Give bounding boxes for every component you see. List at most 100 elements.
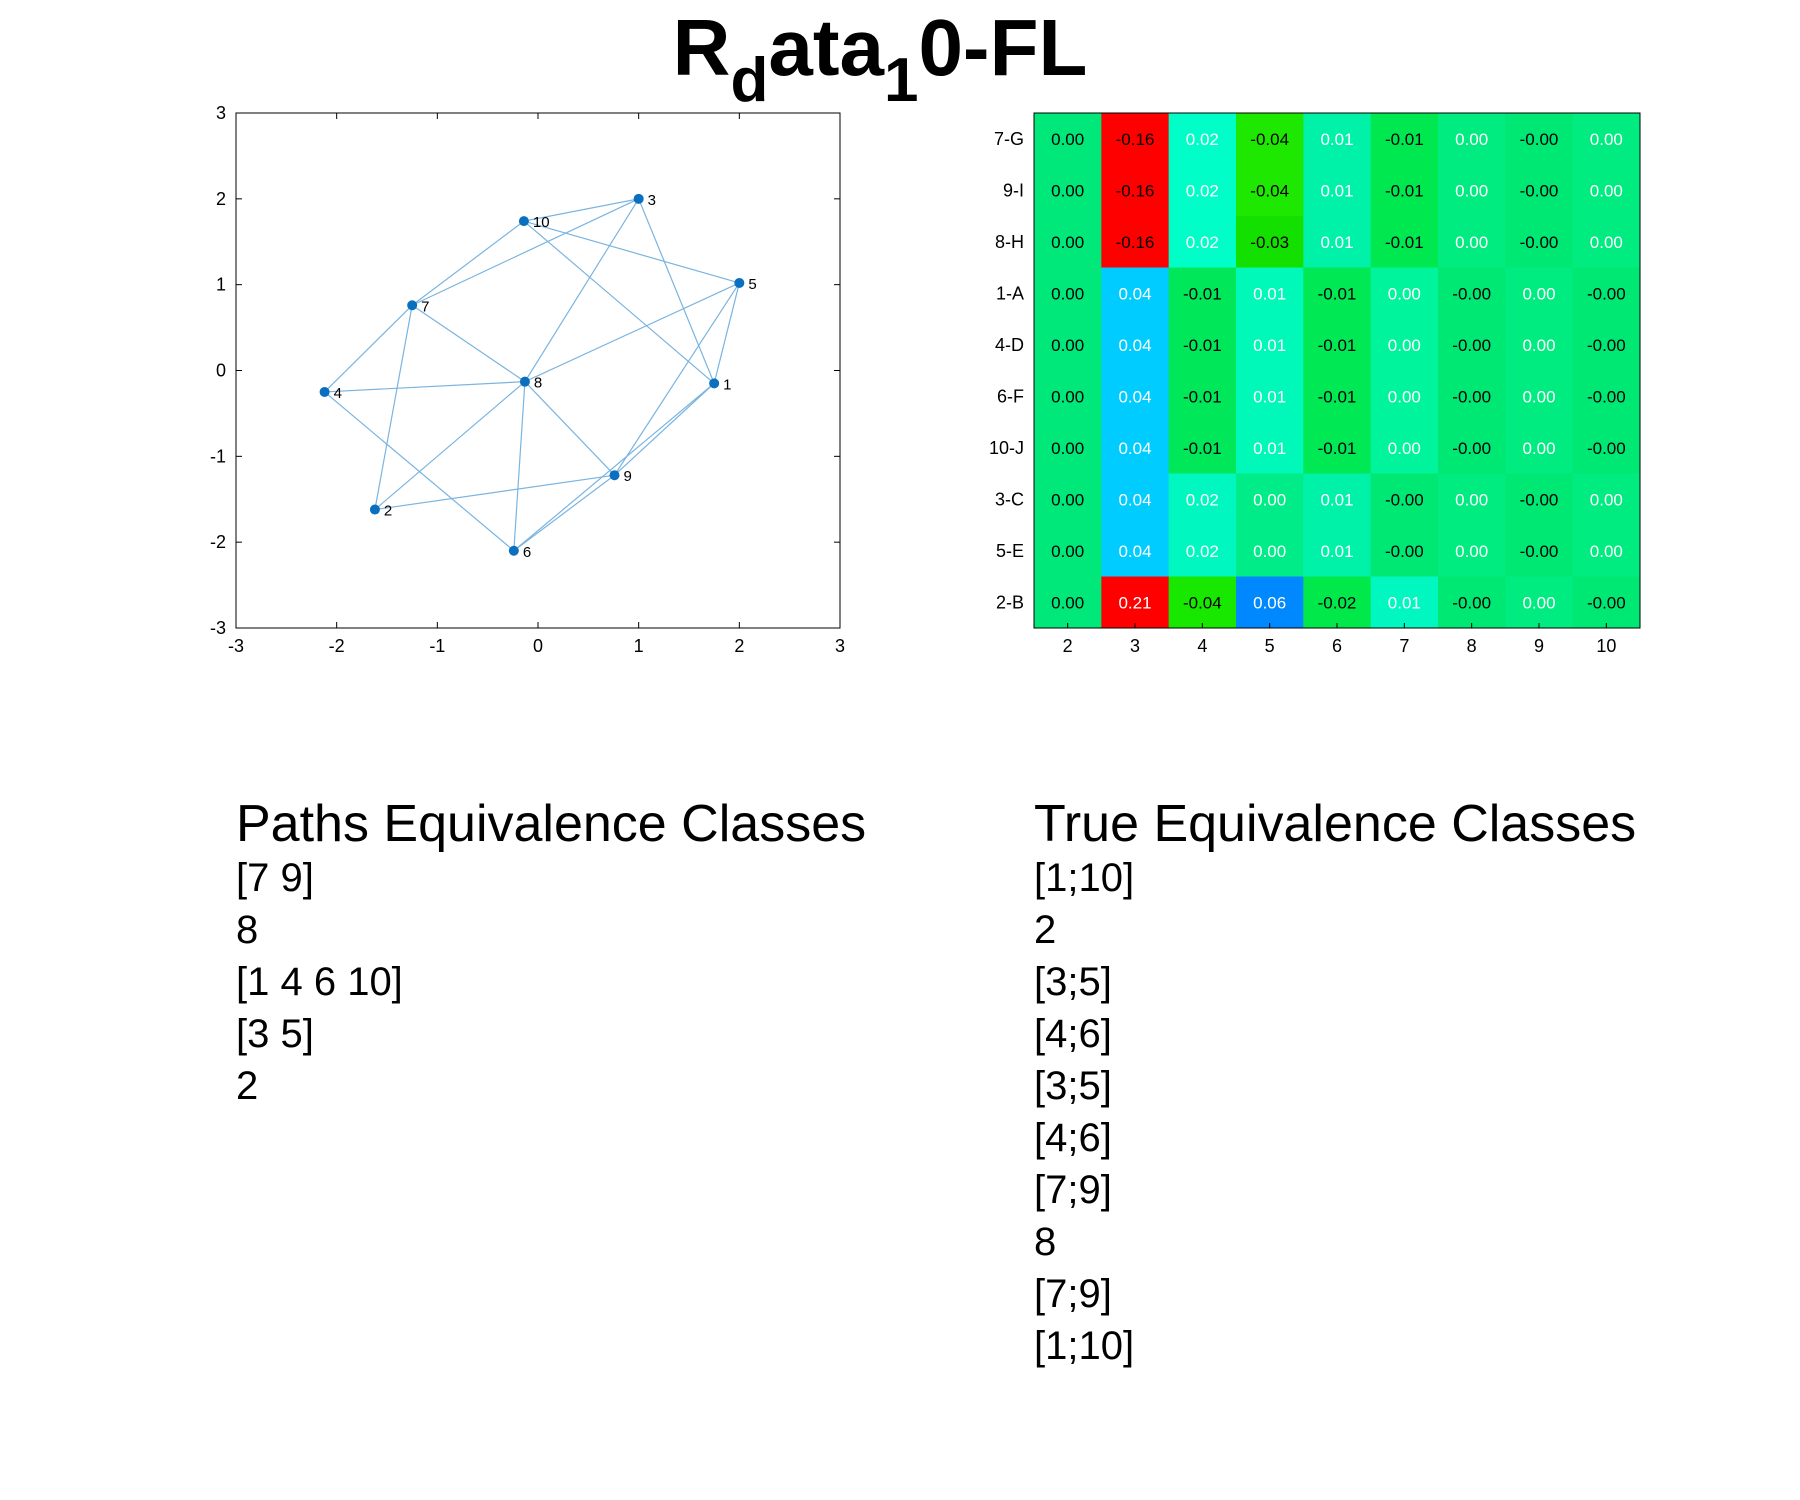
heatmap-cell-label: 0.00 bbox=[1051, 336, 1084, 355]
paths-class-item: 2 bbox=[236, 1064, 259, 1108]
x-tick-label: 0 bbox=[533, 636, 543, 656]
heatmap-cell bbox=[1572, 164, 1641, 217]
paths-items: [7 9] 8 [1 4 6 10] [3 5] 2 bbox=[236, 852, 866, 1112]
heatmap-cell bbox=[1505, 525, 1574, 577]
heatmap-cell-label: -0.16 bbox=[1116, 130, 1155, 149]
true-class-item: [7;9] bbox=[1034, 1272, 1112, 1316]
true-class-item: 2 bbox=[1034, 908, 1057, 952]
heatmap-cell bbox=[1168, 164, 1237, 217]
col-label: 3 bbox=[1130, 636, 1140, 656]
heatmap-cell-label: 0.01 bbox=[1253, 387, 1286, 406]
heatmap-cell-label: -0.01 bbox=[1183, 336, 1222, 355]
heatmap-cell bbox=[1438, 164, 1506, 217]
heatmap-cell bbox=[1101, 319, 1170, 371]
true-class-item: [1;10] bbox=[1034, 856, 1135, 900]
heatmap-cell-label: 0.01 bbox=[1253, 284, 1286, 303]
heatmap-cell bbox=[1572, 370, 1641, 423]
heatmap-cell bbox=[1505, 576, 1574, 629]
heatmap-cell bbox=[1034, 164, 1102, 217]
heatmap-cell bbox=[1370, 113, 1439, 165]
y-tick-label: 0 bbox=[216, 361, 226, 381]
heatmap-cell-label: -0.01 bbox=[1385, 233, 1424, 252]
heatmap-cell bbox=[1370, 216, 1439, 268]
heatmap-cell-label: 0.00 bbox=[1590, 181, 1623, 200]
col-label: 8 bbox=[1467, 636, 1477, 656]
heatmap-cell bbox=[1101, 370, 1170, 423]
heatmap-cell bbox=[1303, 473, 1372, 526]
y-tick-label: -2 bbox=[210, 532, 226, 552]
heatmap-cell-label: -0.00 bbox=[1452, 387, 1491, 406]
row-label: 9-I bbox=[1003, 180, 1024, 200]
heatmap-cell-label: 0.00 bbox=[1051, 490, 1084, 509]
heatmap-cell-label: 0.00 bbox=[1051, 542, 1084, 561]
heatmap-cell bbox=[1236, 473, 1304, 526]
heatmap-cell-label: 0.00 bbox=[1051, 130, 1084, 149]
true-class-item: [7;9] bbox=[1034, 1168, 1112, 1212]
heatmap-cell-label: -0.01 bbox=[1385, 181, 1424, 200]
heatmap-cell-label: 0.01 bbox=[1253, 336, 1286, 355]
heatmap-cell bbox=[1168, 113, 1237, 165]
graph-edge bbox=[411, 220, 525, 306]
true-heading: True Equivalence Classes bbox=[1034, 795, 1637, 853]
heatmap-cell-label: -0.00 bbox=[1587, 336, 1626, 355]
x-tick-label: 3 bbox=[835, 636, 845, 656]
heatmap-cell-label: -0.00 bbox=[1520, 130, 1559, 149]
heatmap-cell-label: 0.01 bbox=[1388, 593, 1421, 612]
title-sub-1: d bbox=[730, 46, 769, 115]
paths-class-item: [3 5] bbox=[236, 1012, 314, 1056]
title-sub-2: 1 bbox=[883, 46, 919, 115]
heatmap-cell-label: 0.04 bbox=[1118, 490, 1151, 509]
heatmap-cell bbox=[1370, 473, 1439, 526]
heatmap-cell bbox=[1236, 576, 1304, 629]
heatmap-cell bbox=[1303, 422, 1372, 474]
y-tick-label: -3 bbox=[210, 618, 226, 638]
heatmap-cell-label: 0.00 bbox=[1388, 439, 1421, 458]
col-label: 4 bbox=[1197, 636, 1207, 656]
heatmap-cell-label: -0.00 bbox=[1520, 233, 1559, 252]
col-label: 7 bbox=[1399, 636, 1409, 656]
heatmap-cell-label: 0.04 bbox=[1118, 336, 1151, 355]
heatmap-cell-label: -0.00 bbox=[1520, 490, 1559, 509]
graph-edge bbox=[524, 198, 640, 382]
heatmap-cell bbox=[1572, 319, 1641, 371]
heatmap-cell-label: 0.00 bbox=[1388, 387, 1421, 406]
node-label: 3 bbox=[648, 192, 656, 209]
heatmap-cell-label: 0.00 bbox=[1522, 284, 1555, 303]
heatmap-cell-label: -0.00 bbox=[1587, 284, 1626, 303]
graph-edge bbox=[374, 381, 526, 511]
x-tick-label: -3 bbox=[228, 636, 244, 656]
heatmap-cell-label: 0.00 bbox=[1590, 130, 1623, 149]
heatmap-cell bbox=[1101, 113, 1170, 165]
heatmap-cell-label: -0.00 bbox=[1520, 181, 1559, 200]
graph-node bbox=[734, 277, 745, 288]
heatmap-cell bbox=[1236, 113, 1304, 165]
heatmap-cell bbox=[1101, 216, 1170, 268]
node-label: 9 bbox=[624, 468, 632, 485]
true-class-item: [1;10] bbox=[1034, 1324, 1135, 1368]
heatmap-cell-label: -0.00 bbox=[1587, 439, 1626, 458]
heatmap-cell bbox=[1101, 267, 1170, 320]
heatmap-cell bbox=[1236, 370, 1304, 423]
heatmap-cell-label: 0.01 bbox=[1320, 130, 1353, 149]
figure-title: Rdata10-FL bbox=[0, 8, 1760, 112]
heatmap-cell bbox=[1101, 422, 1170, 474]
node-label: 8 bbox=[534, 375, 542, 392]
paths-class-item: [7 9] bbox=[236, 856, 314, 900]
paths-heading: Paths Equivalence Classes bbox=[236, 795, 867, 853]
heatmap-cell bbox=[1572, 267, 1641, 320]
row-label: 8-H bbox=[995, 232, 1024, 252]
heatmap-cell-label: -0.04 bbox=[1183, 593, 1222, 612]
heatmap-cell bbox=[1303, 576, 1372, 629]
heatmap-cell bbox=[1370, 576, 1439, 629]
heatmap-cell-label: 0.04 bbox=[1118, 387, 1151, 406]
x-tick-label: -2 bbox=[329, 636, 345, 656]
row-label: 7-G bbox=[994, 129, 1024, 149]
node-label: 2 bbox=[384, 503, 392, 520]
node-label: 5 bbox=[748, 276, 756, 293]
graph-node bbox=[519, 376, 530, 387]
heatmap-cell-label: 0.00 bbox=[1051, 181, 1084, 200]
graph-edge bbox=[523, 198, 639, 222]
heatmap-cell-label: -0.00 bbox=[1452, 336, 1491, 355]
heatmap-cell-label: -0.04 bbox=[1250, 181, 1289, 200]
heatmap-cell-label: 0.04 bbox=[1118, 542, 1151, 561]
